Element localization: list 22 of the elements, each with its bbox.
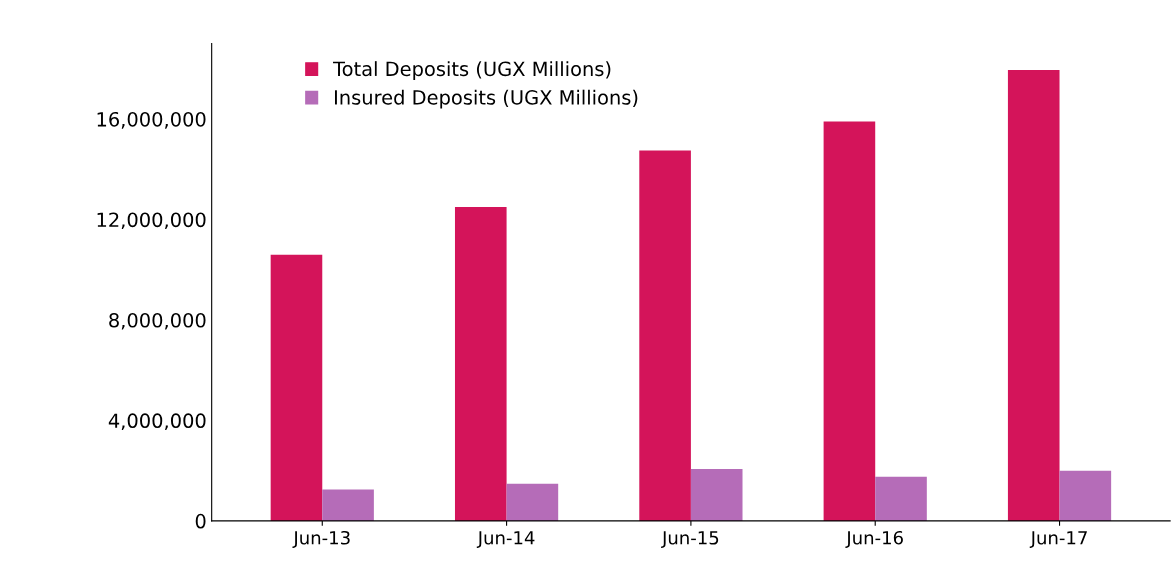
bar [1007, 70, 1060, 521]
bar [1059, 470, 1112, 521]
x-tick-label: Jun-14 [476, 531, 535, 548]
x-tick-label: Jun-17 [1029, 531, 1087, 548]
bar [690, 468, 743, 521]
y-tick-label: 12,000,000 [97, 212, 206, 230]
x-tick-label: Jun-16 [845, 530, 903, 548]
y-tick-label: 16,000,000 [97, 111, 206, 129]
bar [454, 206, 507, 521]
x-tick-label: Jun-13 [292, 530, 350, 548]
bar [270, 254, 323, 521]
bar [823, 121, 876, 521]
x-tick-label: Jun-15 [661, 531, 719, 548]
bar [875, 476, 927, 521]
bar [639, 150, 691, 521]
y-tick-label: 0 [195, 513, 206, 529]
y-tick-label: 8,000,000 [109, 312, 206, 330]
bar [322, 489, 374, 521]
legend-label: Total Deposits (UGX Millions) [333, 61, 611, 80]
bar [506, 483, 559, 521]
legend-label: Insured Deposits (UGX Millions) [334, 89, 638, 109]
y-tick-label: 4,000,000 [108, 413, 206, 431]
